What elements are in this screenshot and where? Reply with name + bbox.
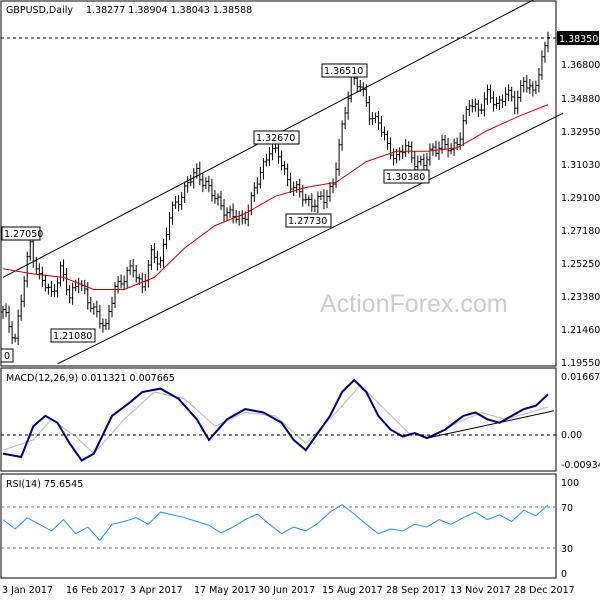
annotation-box: [321, 63, 368, 78]
macd-line: [2, 378, 549, 462]
x-tick: 30 Jun 2017: [258, 585, 315, 596]
macd-tick-bottom: -0.009345: [561, 460, 600, 471]
annotation-1-27730: 1.27730: [288, 216, 327, 227]
symbol-title: GBPUSD,Daily: [6, 5, 73, 16]
channel-lower-line: [57, 112, 564, 365]
rsi-label: RSI(14) 75.6545: [6, 479, 83, 490]
annotation-box: [0, 348, 14, 363]
macd-tick-zero: 0.00: [561, 430, 582, 441]
price-tick: 1.19550: [561, 358, 600, 369]
annotation-1-21080: 1.21080: [53, 331, 92, 342]
price-tick: 1.34880: [561, 94, 600, 105]
rsi-panel-frame: [0, 473, 557, 579]
macd-signal-line: [2, 384, 549, 455]
annotation-1-30380: 1.30380: [386, 172, 425, 183]
annotation-1-36510: 1.36510: [324, 66, 363, 77]
price-tick: 1.29100: [561, 193, 600, 204]
annotation-1-32670: 1.32670: [256, 133, 295, 144]
rsi-layer: [2, 503, 549, 542]
x-tick: 3 Apr 2017: [130, 585, 183, 596]
annotation-box: [1, 226, 41, 241]
x-tick: 13 Nov 2017: [450, 585, 511, 596]
x-tick: 3 Jan 2017: [2, 585, 53, 596]
x-tick: 15 Aug 2017: [322, 585, 383, 596]
annotation-box: [253, 130, 300, 145]
annotation-box: [383, 169, 430, 184]
x-tick: 17 May 2017: [194, 585, 256, 596]
moving-average-line: [2, 104, 549, 290]
price-tick: 1.27180: [561, 226, 600, 237]
rsi-line: [2, 503, 549, 542]
price-tick: 1.31030: [561, 160, 600, 171]
current-price-label: 1.38350: [559, 34, 598, 45]
price-tick: 1.25250: [561, 259, 600, 270]
x-axis: 3 Jan 2017 16 Feb 2017 3 Apr 2017 17 May…: [2, 585, 575, 596]
annotation-1-27050: 1.27050: [4, 229, 43, 240]
annotation-labels: 1.27050 1.21080 1.32670 1.27730 1.36510 …: [0, 63, 430, 363]
current-price-box: [557, 31, 599, 45]
rsi-tick-100: 100: [561, 478, 579, 489]
rsi-tick-0: 0: [561, 569, 567, 580]
candles-layer: [1, 31, 550, 346]
annotation-box: [285, 213, 332, 228]
annotation-0: 0: [4, 351, 10, 362]
watermark: ActionForex.com: [320, 290, 508, 318]
annotation-box: [50, 328, 96, 343]
price-tick: 1.32950: [561, 127, 600, 138]
price-panel-frame: [0, 0, 557, 367]
rsi-tick-30: 30: [561, 544, 573, 555]
price-tick: 1.23380: [561, 292, 600, 303]
macd-tick-top: 0.016672: [561, 372, 600, 383]
moving-average-layer: [2, 104, 549, 290]
macd-layer: [2, 378, 555, 462]
ohlc-values: 1.38277 1.38904 1.38043 1.38588: [86, 5, 252, 16]
price-tick: 1.21460: [561, 325, 600, 336]
macd-panel-frame: [0, 367, 557, 472]
macd-label: MACD(12,26,9) 0.011321 0.007665: [6, 373, 175, 384]
price-y-axis: 1.38350 1.36800 1.34880 1.32950 1.31030 …: [557, 31, 600, 369]
x-tick: 28 Dec 2017: [514, 585, 575, 596]
x-tick: 16 Feb 2017: [66, 585, 125, 596]
x-tick: 28 Sep 2017: [386, 585, 446, 596]
rsi-tick-70: 70: [561, 503, 573, 514]
macd-trendline: [426, 410, 555, 439]
price-tick: 1.36800: [561, 60, 600, 71]
